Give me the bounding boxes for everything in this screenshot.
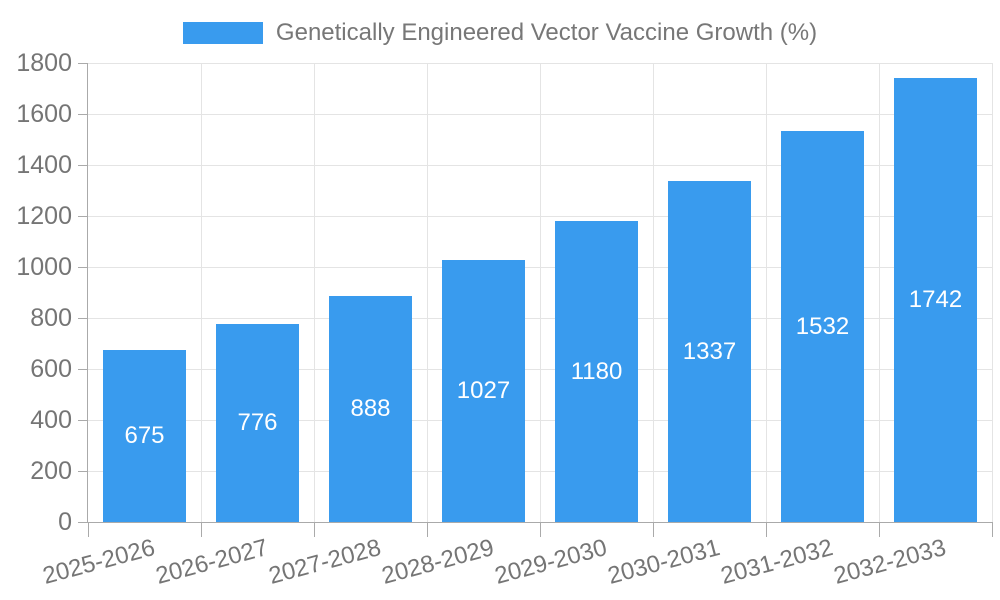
legend-label: Genetically Engineered Vector Vaccine Gr… [275,19,818,46]
x-axis-tick [878,522,880,537]
x-axis-tick [991,522,993,537]
bar [894,77,977,522]
x-axis-tick-label: 2032-2033 [830,534,949,590]
x-axis-tick-label: 2026-2027 [152,534,271,590]
bar [668,181,751,522]
bar-value-label: 888 [350,394,391,422]
bar [781,131,864,522]
x-axis-tick-label: 2031-2032 [717,534,836,590]
y-axis-tick-label: 1400 [16,151,72,179]
gridline-vertical [426,63,428,522]
x-axis-tick [652,522,654,537]
legend-item[interactable]: Genetically Engineered Vector Vaccine Gr… [0,19,1000,46]
y-axis-tick-label: 1000 [16,253,72,281]
y-axis-tick [78,113,88,115]
y-axis-line [87,63,88,523]
x-axis-line [87,522,992,523]
y-axis-tick-label: 1800 [16,49,72,77]
gridline-vertical [878,63,880,522]
gridline-vertical [539,63,541,522]
x-axis-tick-label: 2028-2029 [378,534,497,590]
y-axis-tick [78,266,88,268]
y-axis-tick [78,164,88,166]
gridline-vertical [652,63,654,522]
bar [103,349,186,522]
y-axis-tick [78,521,88,523]
y-axis-tick [78,419,88,421]
gridline-vertical [765,63,767,522]
y-axis-tick [78,368,88,370]
gridline-vertical [200,63,202,522]
x-axis-tick [313,522,315,537]
y-axis-tick-label: 1200 [16,202,72,230]
bar-value-label: 675 [124,421,165,449]
bar [216,324,299,522]
x-axis-tick-label: 2025-2026 [39,534,158,590]
y-axis-tick-label: 400 [30,406,72,434]
bar [442,260,525,522]
x-axis-tick [539,522,541,537]
gridline-vertical [991,63,993,522]
bar-value-label: 1532 [795,312,850,340]
y-axis-tick [78,215,88,217]
x-axis-tick [765,522,767,537]
x-axis-tick-label: 2030-2031 [604,534,723,590]
bar-value-label: 776 [237,409,278,437]
bar [555,221,638,522]
y-axis-tick-label: 1600 [16,100,72,128]
bar-value-label: 1742 [908,285,963,313]
y-axis-tick-label: 600 [30,355,72,383]
x-axis-tick [87,522,89,537]
gridline-vertical [313,63,315,522]
x-axis-tick [200,522,202,537]
bar [329,295,412,522]
bar-value-label: 1337 [682,337,737,365]
x-axis-tick-label: 2029-2030 [491,534,610,590]
y-axis-tick-label: 800 [30,304,72,332]
y-axis-tick [78,317,88,319]
y-axis-tick [78,470,88,472]
x-axis-tick [426,522,428,537]
bar-value-label: 1027 [456,377,511,405]
x-axis-tick-label: 2027-2028 [265,534,384,590]
bar-value-label: 1180 [570,357,623,385]
y-axis-tick-label: 0 [58,508,72,536]
y-axis-tick [78,62,88,64]
legend-swatch-icon [182,22,263,44]
y-axis-tick-label: 200 [30,457,72,485]
